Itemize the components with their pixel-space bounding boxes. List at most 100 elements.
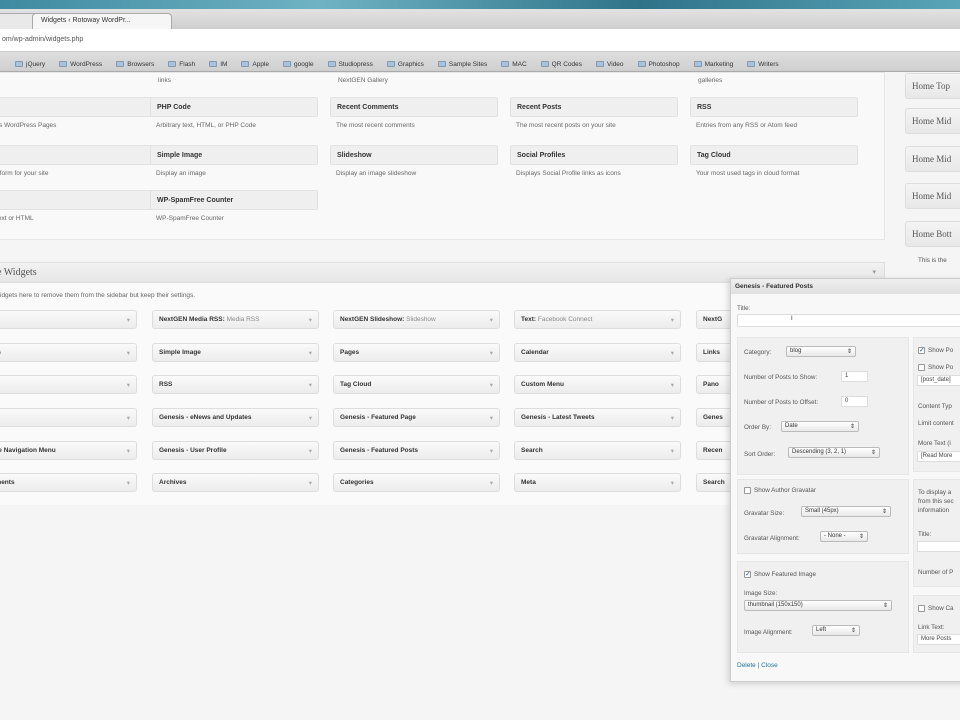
close-link[interactable]: Close <box>761 662 778 669</box>
bookmark-folder[interactable]: Photoshop <box>637 57 680 71</box>
inactive-widget[interactable]: Categories ▾ <box>333 473 500 492</box>
checkbox-checked[interactable]: ✓ <box>918 347 925 354</box>
inactive-widget[interactable]: NextGEN Media RSS: Media RSS ▾ <box>152 310 319 329</box>
inactive-widget[interactable]: Search ▾ <box>514 441 681 460</box>
inactive-widget[interactable]: Custom Menu ▾ <box>514 375 681 394</box>
available-widget[interactable] <box>0 190 153 210</box>
inactive-widget[interactable]: Meta ▾ <box>514 473 681 492</box>
sidebar-area[interactable]: Home Bott <box>905 221 960 247</box>
bookmark-folder[interactable]: Studiopress <box>327 57 373 71</box>
expand-arrow-icon[interactable]: ▾ <box>126 350 130 357</box>
link-text-input[interactable]: More Posts <box>917 634 960 645</box>
bookmark-folder[interactable]: Browsers <box>116 57 154 71</box>
image-align-select[interactable]: Left ⇕ <box>812 625 860 636</box>
inactive-widget[interactable]: Genesis - User Profile ▾ <box>152 441 319 460</box>
post-info-input[interactable]: [post_date] <box>917 375 960 386</box>
checkbox[interactable] <box>918 364 925 371</box>
bookmark-folder[interactable] <box>0 57 1 71</box>
extra-title-input[interactable] <box>917 541 960 552</box>
show-category-checkbox[interactable]: Show Ca <box>918 605 954 612</box>
bookmark-folder[interactable]: Apple <box>241 57 269 71</box>
inactive-widget[interactable]: Genesis - Featured Page ▾ <box>333 408 500 427</box>
inactive-widget[interactable]: how▾ <box>0 310 137 329</box>
available-widget[interactable]: Recent Comments <box>330 97 498 117</box>
expand-arrow-icon[interactable]: ▾ <box>308 480 312 487</box>
inactive-widget[interactable]: NextGEN Slideshow: Slideshow ▾ <box>333 310 500 329</box>
inactive-widget[interactable]: Archives ▾ <box>152 473 319 492</box>
inactive-widget[interactable]: t Comments ▾ <box>0 473 137 492</box>
gravatar-size-select[interactable]: Small (45px) ⇕ <box>801 506 891 517</box>
expand-arrow-icon[interactable]: ▾ <box>308 448 312 455</box>
expand-arrow-icon[interactable]: ▾ <box>126 415 130 422</box>
sort-select[interactable]: Descending (3, 2, 1) ⇕ <box>788 447 880 458</box>
address-bar[interactable]: om/wp-admin/widgets.php <box>0 29 960 52</box>
available-widget[interactable]: Social Profiles <box>510 145 678 165</box>
bookmark-folder[interactable]: Video <box>596 57 624 71</box>
inactive-widget[interactable]: Genesis - eNews and Updates ▾ <box>152 408 319 427</box>
inactive-widget[interactable]: Calendar ▾ <box>514 343 681 362</box>
expand-arrow-icon[interactable]: ▾ <box>308 317 312 324</box>
delete-link[interactable]: Delete <box>737 662 756 669</box>
bookmark-folder[interactable]: MAC <box>501 57 527 71</box>
inactive-widget[interactable]: Profiles ▾ <box>0 343 137 362</box>
expand-arrow-icon[interactable]: ▾ <box>308 415 312 422</box>
expand-arrow-icon[interactable]: ▾ <box>489 415 493 422</box>
featured-image-checkbox[interactable]: ✓ Show Featured Image <box>744 571 816 578</box>
available-widget[interactable]: Tag Cloud <box>690 145 858 165</box>
available-widget[interactable]: h <box>0 145 153 165</box>
bookmark-folder[interactable]: Marketing <box>693 57 733 71</box>
expand-arrow-icon[interactable]: ▾ <box>126 317 130 324</box>
checkbox[interactable] <box>918 605 925 612</box>
sidebar-area[interactable]: Home Mid <box>905 183 960 209</box>
orderby-select[interactable]: Date ⇕ <box>781 421 859 432</box>
bookmark-folder[interactable]: WordPress <box>59 57 102 71</box>
expand-arrow-icon[interactable]: ▾ <box>670 415 674 422</box>
bookmark-folder[interactable]: Writers <box>747 57 779 71</box>
expand-arrow-icon[interactable]: ▾ <box>489 350 493 357</box>
expand-arrow-icon[interactable]: ▾ <box>670 317 674 324</box>
bookmark-folder[interactable]: jQuery <box>15 57 45 71</box>
expand-arrow-icon[interactable]: ▾ <box>489 382 493 389</box>
checkbox-checked[interactable]: ✓ <box>744 571 751 578</box>
checkbox[interactable] <box>744 487 751 494</box>
gravatar-checkbox[interactable]: Show Author Gravatar <box>744 487 816 494</box>
expand-arrow-icon[interactable]: ▾ <box>308 382 312 389</box>
widget-title-bar[interactable]: Genesis - Featured Posts <box>731 279 960 294</box>
category-select[interactable]: blog ⇕ <box>786 346 856 357</box>
expand-arrow-icon[interactable]: ▾ <box>670 382 674 389</box>
bookmark-folder[interactable]: google <box>283 57 314 71</box>
inactive-widget[interactable]: Text: Facebook Connect ▾ <box>514 310 681 329</box>
inactive-widget[interactable]: s - Page Navigation Menu ▾ <box>0 441 137 460</box>
available-widget[interactable]: Recent Posts <box>510 97 678 117</box>
inactive-widget[interactable]: RSS ▾ <box>152 375 319 394</box>
expand-arrow-icon[interactable]: ▾ <box>126 480 130 487</box>
expand-arrow-icon[interactable]: ▾ <box>126 382 130 389</box>
more-text-input[interactable]: [Read More <box>917 451 960 462</box>
inactive-widget[interactable]: Tag Cloud ▾ <box>333 375 500 394</box>
toggle-arrow-icon[interactable]: ▾ <box>872 268 876 276</box>
available-widget[interactable]: Simple Image <box>150 145 318 165</box>
bookmark-folder[interactable]: IM <box>209 57 227 71</box>
sidebar-area[interactable]: Home Mid <box>905 146 960 172</box>
inactive-widget[interactable]: ▾ <box>0 375 137 394</box>
bookmark-folder[interactable]: Flash <box>168 57 195 71</box>
image-size-select[interactable]: thumbnail (150x150) ⇕ <box>744 600 892 611</box>
expand-arrow-icon[interactable]: ▾ <box>670 480 674 487</box>
show-post-title-checkbox[interactable]: ✓ Show Po <box>918 347 953 354</box>
available-widget[interactable]: Slideshow <box>330 145 498 165</box>
gravatar-align-select[interactable]: - None - ⇕ <box>820 531 868 542</box>
inactive-widget[interactable]: Code▾ <box>0 408 137 427</box>
inactive-widget[interactable]: Genesis - Featured Posts ▾ <box>333 441 500 460</box>
expand-arrow-icon[interactable]: ▾ <box>126 448 130 455</box>
inactive-widgets-header[interactable]: e Widgets ▾ <box>0 262 885 283</box>
available-widget[interactable]: PHP Code <box>150 97 318 117</box>
inactive-widget[interactable]: Pages ▾ <box>333 343 500 362</box>
bookmark-folder[interactable]: QR Codes <box>540 57 582 71</box>
title-input[interactable]: I <box>737 314 960 327</box>
inactive-widget[interactable]: Simple Image ▾ <box>152 343 319 362</box>
num-show-input[interactable]: 1 <box>841 371 868 382</box>
browser-tab-widgets[interactable]: Widgets ‹ Rotoway WordPr... <box>32 13 172 29</box>
expand-arrow-icon[interactable]: ▾ <box>670 448 674 455</box>
expand-arrow-icon[interactable]: ▾ <box>308 350 312 357</box>
expand-arrow-icon[interactable]: ▾ <box>489 448 493 455</box>
